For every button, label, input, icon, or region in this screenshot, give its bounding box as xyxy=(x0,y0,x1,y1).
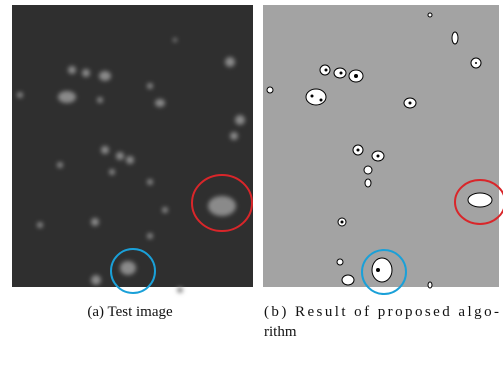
test-image xyxy=(12,5,253,293)
figure: (a) Test image (b) Result of proposed al… xyxy=(0,0,503,370)
caption: (b) Result of proposed algo- xyxy=(264,304,499,320)
caption: rithm xyxy=(264,324,297,340)
caption: (a) Test image xyxy=(87,304,173,320)
result-image xyxy=(263,5,503,294)
page: (a) Test image (b) Result of proposed al… xyxy=(0,0,503,370)
